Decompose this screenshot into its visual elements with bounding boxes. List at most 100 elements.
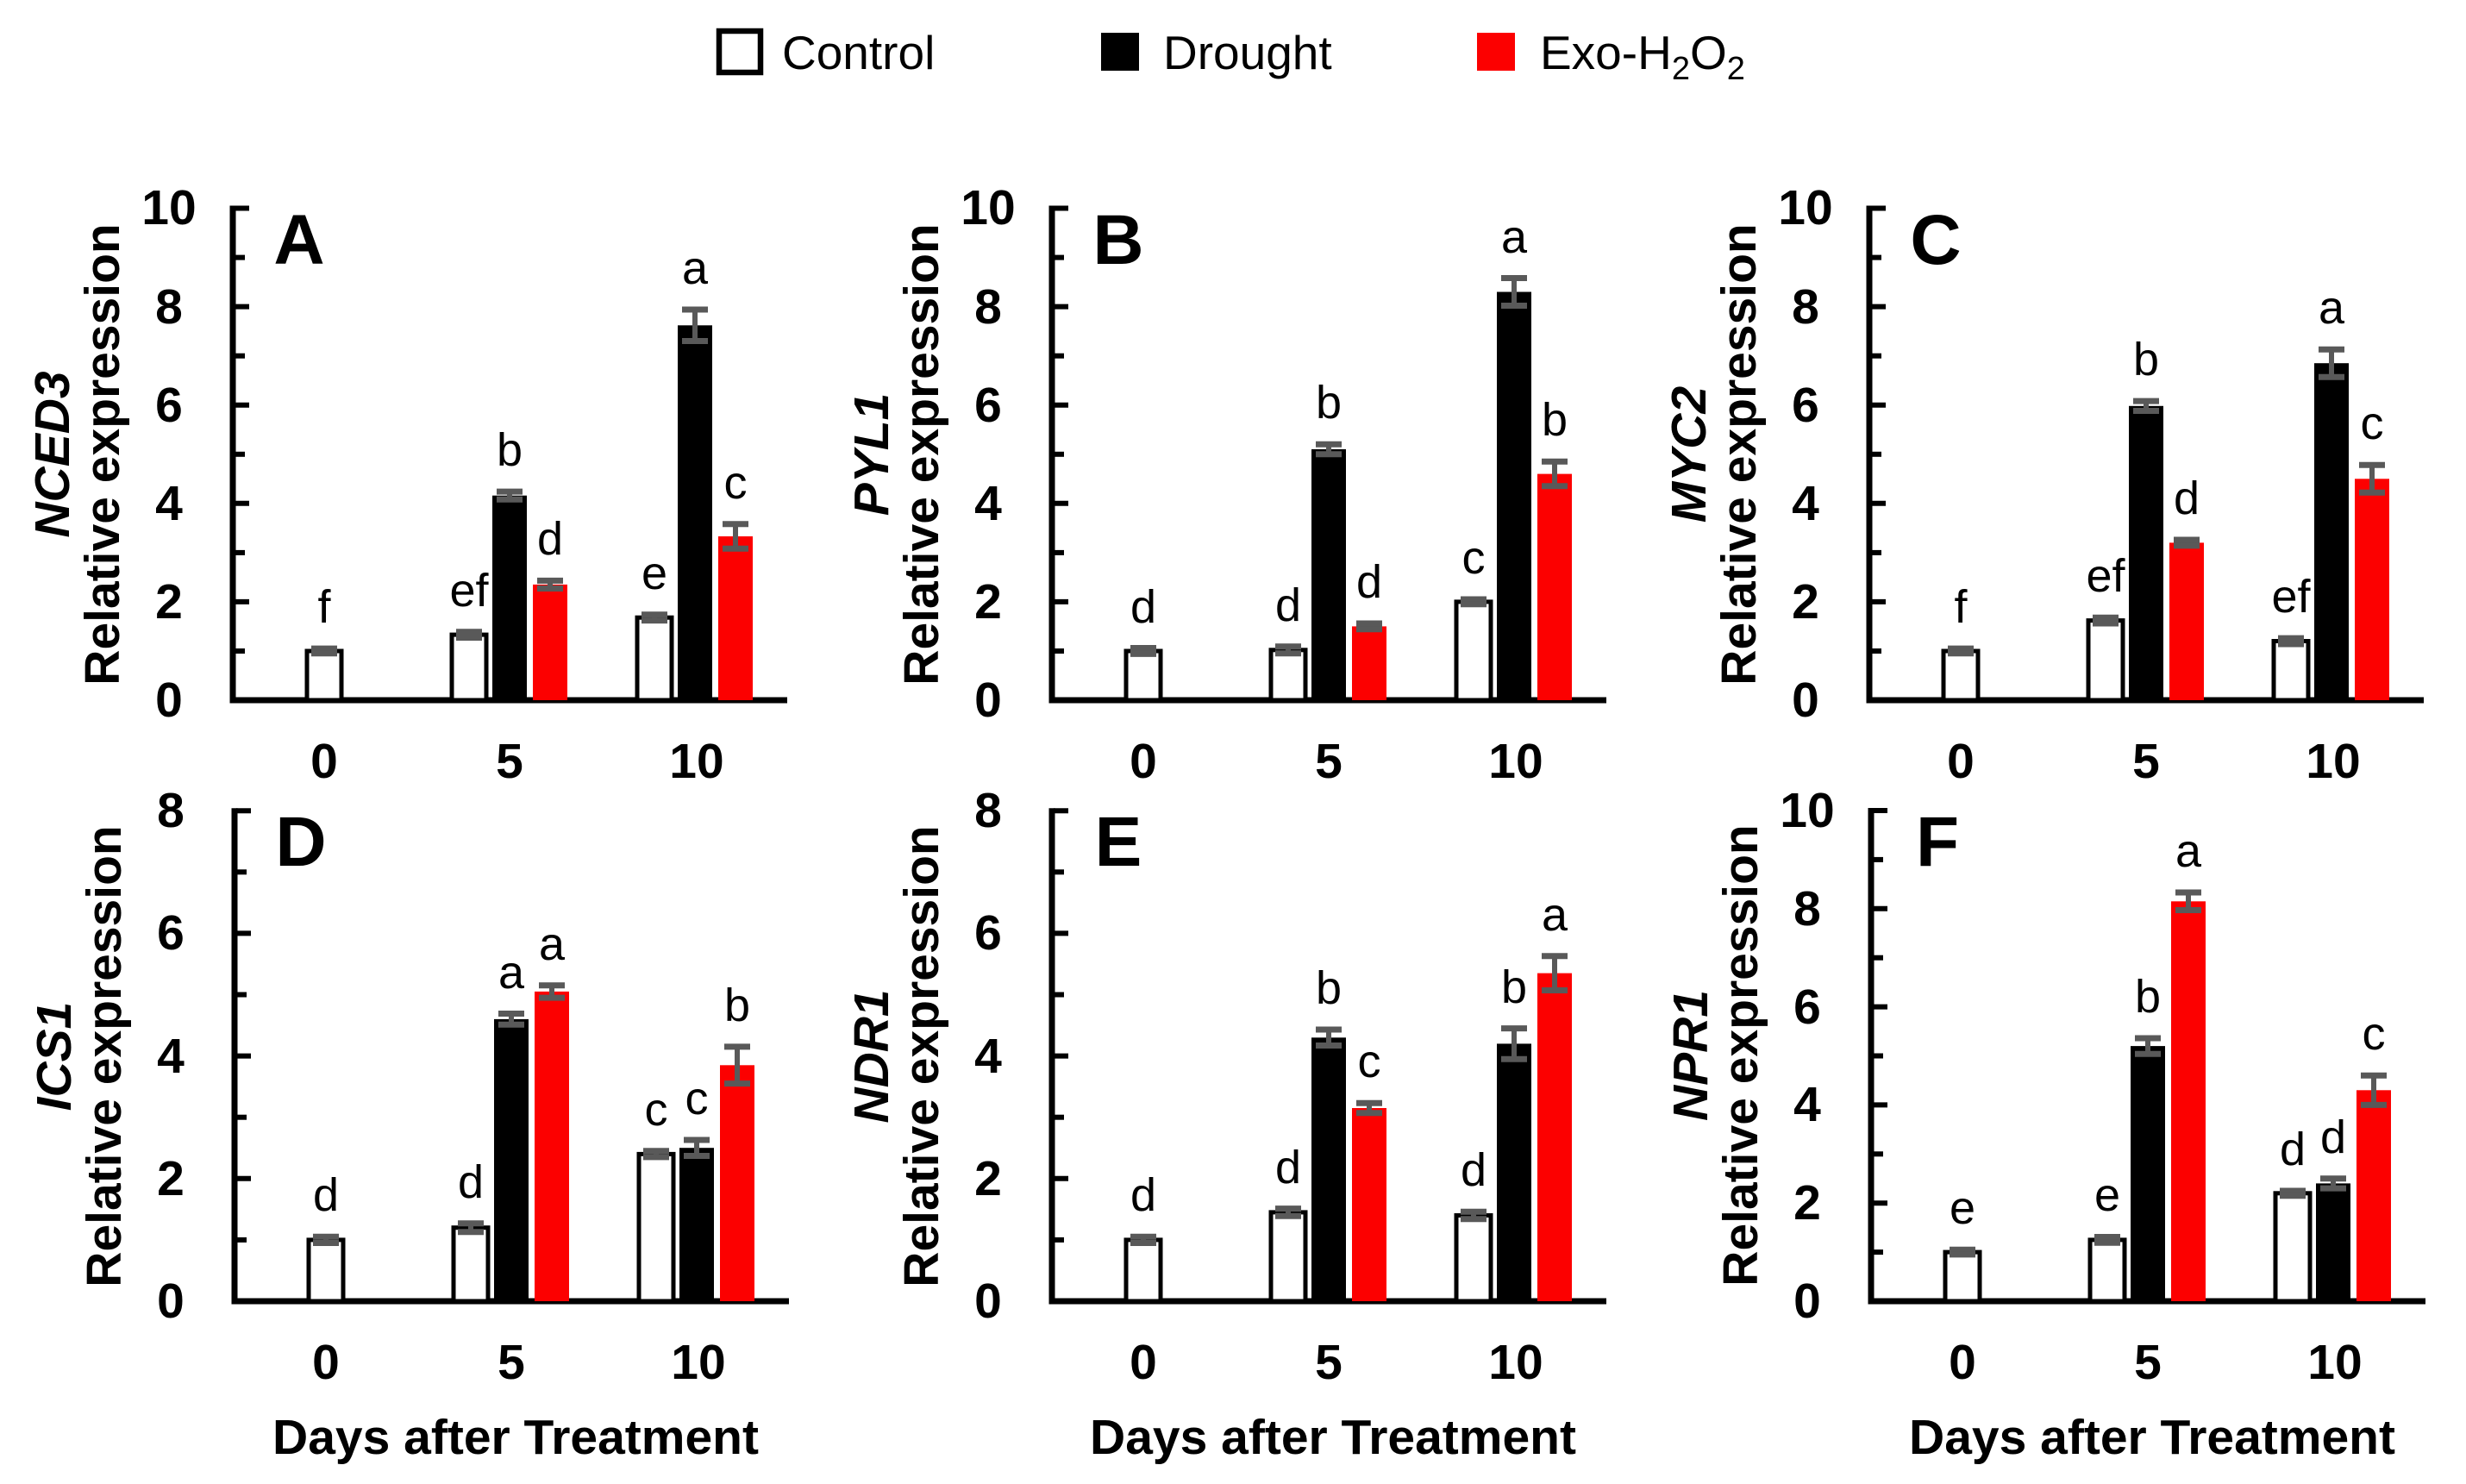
svg-text:d: d	[1130, 1169, 1156, 1221]
svg-text:8: 8	[1793, 881, 1821, 936]
svg-text:0: 0	[974, 673, 1002, 728]
svg-text:0: 0	[1947, 734, 1975, 789]
svg-text:d: d	[313, 1169, 339, 1221]
svg-text:0: 0	[974, 1274, 1002, 1329]
svg-text:10: 10	[669, 734, 723, 789]
svg-text:10: 10	[1780, 783, 1834, 838]
svg-text:d: d	[537, 513, 563, 565]
svg-text:10: 10	[2307, 1335, 2362, 1390]
svg-text:d: d	[2280, 1124, 2306, 1175]
svg-text:b: b	[1316, 377, 1342, 429]
svg-text:PYL1: PYL1	[844, 393, 899, 517]
svg-text:a: a	[682, 242, 709, 294]
svg-text:0: 0	[155, 673, 183, 728]
svg-text:c: c	[2361, 398, 2384, 449]
svg-text:8: 8	[974, 279, 1002, 335]
svg-text:b: b	[2135, 971, 2161, 1023]
svg-text:d: d	[2320, 1111, 2346, 1163]
svg-text:4: 4	[974, 476, 1002, 531]
svg-text:B: B	[1092, 201, 1143, 279]
svg-text:10: 10	[961, 180, 1015, 235]
svg-text:2: 2	[1793, 1175, 1821, 1230]
svg-text:e: e	[1950, 1182, 1975, 1234]
svg-text:d: d	[1130, 581, 1156, 633]
svg-text:Relative expression: Relative expression	[894, 825, 949, 1287]
svg-text:5: 5	[1315, 734, 1343, 789]
svg-text:ef: ef	[2271, 571, 2311, 623]
svg-text:6: 6	[155, 378, 183, 433]
svg-text:0: 0	[157, 1274, 185, 1329]
svg-text:5: 5	[496, 734, 523, 789]
svg-text:0: 0	[1792, 673, 1819, 728]
svg-text:MYC2: MYC2	[1662, 386, 1717, 523]
svg-text:d: d	[1356, 556, 1382, 608]
svg-text:e: e	[642, 548, 667, 599]
svg-text:a: a	[1501, 211, 1528, 263]
svg-text:b: b	[2133, 334, 2159, 385]
svg-text:a: a	[2319, 282, 2345, 334]
svg-text:2: 2	[155, 574, 183, 629]
svg-text:d: d	[1275, 1142, 1301, 1193]
svg-text:10: 10	[2306, 734, 2360, 789]
svg-text:c: c	[645, 1084, 668, 1136]
svg-text:NCED3: NCED3	[25, 371, 80, 538]
svg-text:Drought: Drought	[1163, 26, 1332, 79]
svg-text:0: 0	[1130, 1335, 1157, 1390]
svg-text:Relative expression: Relative expression	[75, 223, 130, 685]
svg-text:d: d	[2174, 473, 2200, 524]
svg-text:5: 5	[2134, 1335, 2162, 1390]
svg-text:a: a	[1542, 889, 1568, 941]
svg-text:Relative expression: Relative expression	[1712, 223, 1767, 685]
svg-text:4: 4	[1793, 1077, 1821, 1132]
svg-text:d: d	[1275, 579, 1301, 631]
svg-text:6: 6	[1793, 980, 1821, 1035]
svg-text:NDR1: NDR1	[844, 989, 899, 1123]
svg-text:c: c	[724, 457, 748, 509]
svg-text:10: 10	[671, 1335, 725, 1390]
svg-text:5: 5	[1315, 1335, 1343, 1390]
svg-text:5: 5	[2132, 734, 2160, 789]
svg-text:c: c	[1462, 532, 1486, 584]
svg-text:6: 6	[974, 378, 1002, 433]
svg-text:4: 4	[157, 1029, 185, 1084]
svg-text:ef: ef	[449, 565, 489, 617]
svg-text:A: A	[273, 201, 324, 279]
svg-text:4: 4	[155, 476, 183, 531]
svg-text:6: 6	[1792, 378, 1819, 433]
svg-text:Relative expression: Relative expression	[77, 825, 132, 1287]
svg-text:0: 0	[1949, 1335, 1976, 1390]
svg-text:8: 8	[974, 783, 1002, 838]
svg-text:2: 2	[157, 1151, 185, 1206]
svg-text:2: 2	[1792, 574, 1819, 629]
svg-text:d: d	[1461, 1144, 1486, 1196]
svg-text:c: c	[2363, 1008, 2386, 1060]
svg-text:0: 0	[310, 734, 338, 789]
svg-text:f: f	[317, 581, 331, 633]
svg-text:b: b	[1542, 394, 1568, 446]
svg-text:4: 4	[1792, 476, 1819, 531]
svg-text:Exo-H2O2: Exo-H2O2	[1540, 26, 1745, 87]
svg-text:d: d	[458, 1156, 484, 1208]
svg-text:a: a	[2175, 825, 2202, 877]
svg-text:F: F	[1916, 803, 1959, 881]
svg-text:b: b	[1316, 962, 1342, 1014]
svg-text:0: 0	[1130, 734, 1157, 789]
svg-text:Control: Control	[782, 26, 935, 79]
svg-text:a: a	[498, 947, 525, 999]
svg-text:a: a	[539, 918, 566, 970]
svg-text:8: 8	[155, 279, 183, 335]
svg-text:8: 8	[157, 783, 185, 838]
svg-text:Relative expression: Relative expression	[894, 223, 949, 685]
svg-text:2: 2	[974, 574, 1002, 629]
svg-text:10: 10	[141, 180, 196, 235]
svg-text:C: C	[1910, 201, 1961, 279]
svg-text:b: b	[724, 980, 750, 1031]
svg-text:c: c	[1358, 1036, 1381, 1087]
svg-text:ICS1: ICS1	[27, 1002, 82, 1111]
svg-text:0: 0	[1793, 1274, 1821, 1329]
svg-text:10: 10	[1778, 180, 1832, 235]
svg-text:c: c	[685, 1073, 709, 1124]
svg-text:NPR1: NPR1	[1663, 990, 1718, 1121]
svg-text:4: 4	[974, 1029, 1002, 1084]
svg-text:0: 0	[312, 1335, 340, 1390]
